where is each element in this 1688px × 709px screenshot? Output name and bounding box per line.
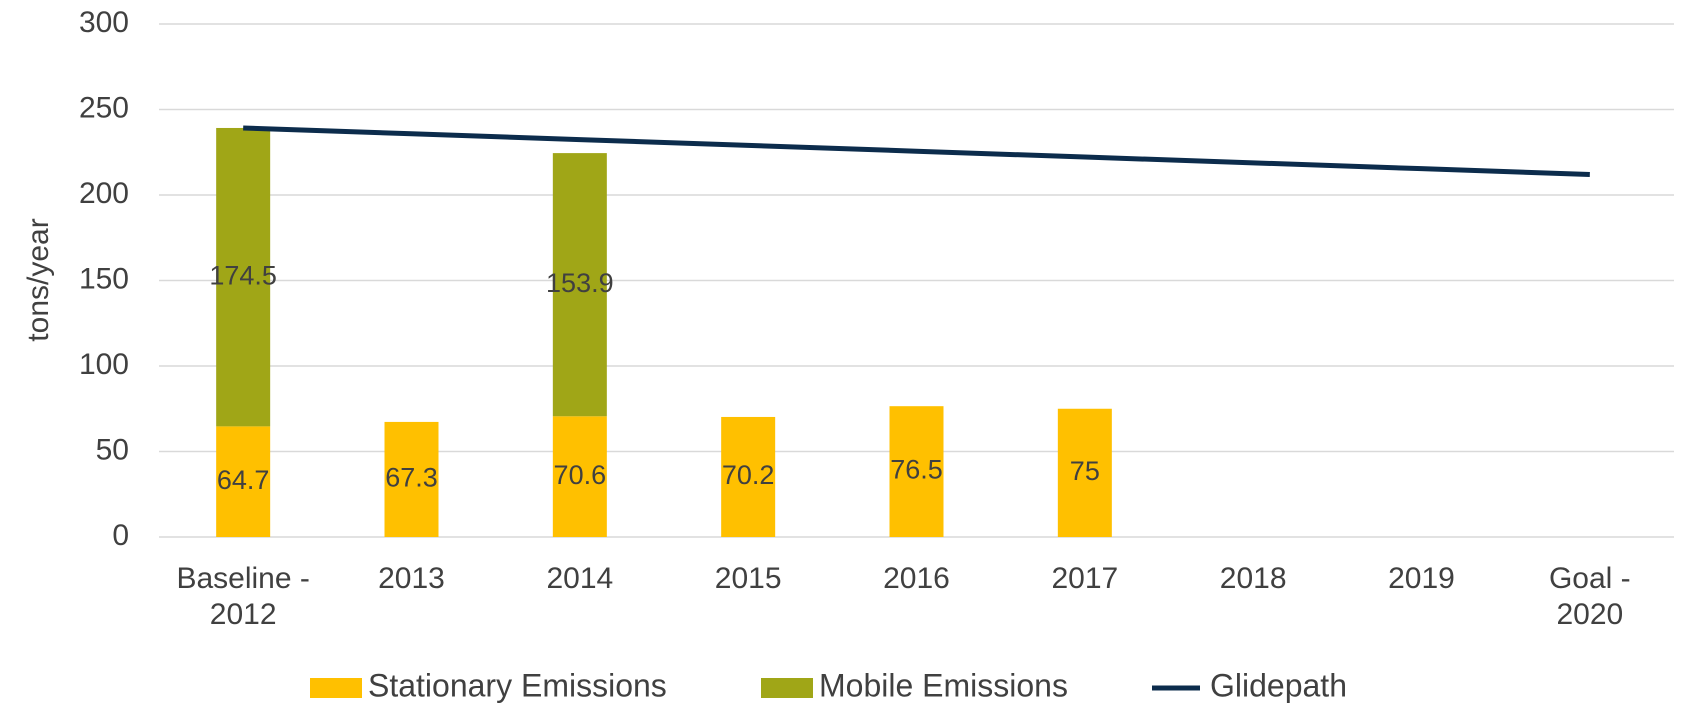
x-tick-label: 2019: [1388, 562, 1455, 595]
x-tick-label: 2017: [1051, 562, 1119, 595]
y-tick-label: 150: [79, 262, 129, 295]
bar: [552, 153, 607, 417]
y-tick-label: 100: [79, 348, 129, 381]
bar: [384, 421, 439, 537]
x-tick-label: Baseline - 2012: [176, 562, 310, 631]
bar: [1057, 408, 1112, 537]
data-label: 174.5: [209, 260, 277, 290]
x-tick-label: 2013: [378, 562, 445, 595]
x-tick-label: Goal - 2020: [1548, 562, 1631, 631]
data-label: 70.6: [554, 460, 607, 490]
y-axis-label: tons/year: [22, 218, 55, 341]
legend-swatch: [310, 678, 362, 698]
data-label: 76.5: [890, 455, 943, 485]
data-label: 75: [1070, 456, 1100, 486]
y-tick-label: 250: [79, 91, 129, 124]
bar: [889, 406, 944, 537]
legend-label: Mobile Emissions: [819, 667, 1068, 703]
bar: [216, 127, 271, 427]
data-label: 153.9: [546, 268, 614, 298]
x-tick-label: 2018: [1219, 562, 1287, 595]
bar: [721, 416, 776, 537]
bar: [216, 426, 271, 537]
legend-label: Glidepath: [1210, 667, 1347, 703]
bar: [552, 416, 607, 537]
legend-swatch: [761, 678, 813, 698]
x-tick-label: 2014: [546, 562, 614, 595]
y-tick-label: 0: [112, 519, 129, 552]
x-tick-label: 2015: [714, 562, 782, 595]
line: [243, 125, 1590, 177]
data-label: 64.7: [217, 465, 270, 495]
data-label: 67.3: [385, 463, 438, 493]
data-label: 70.2: [722, 460, 775, 490]
legend-label: Stationary Emissions: [368, 667, 667, 703]
x-tick-label: 2016: [883, 562, 950, 595]
y-tick-label: 300: [79, 6, 129, 39]
y-tick-label: 50: [96, 433, 129, 466]
y-tick-label: 200: [79, 177, 129, 210]
